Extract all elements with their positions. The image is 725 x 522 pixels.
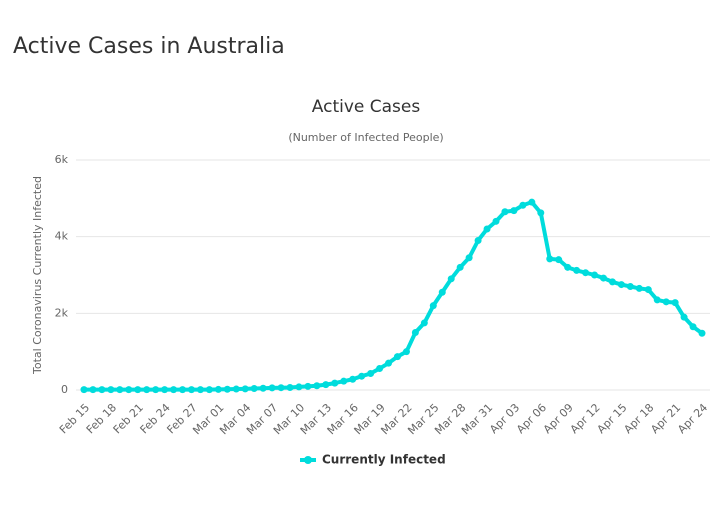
- data-point: [358, 372, 366, 380]
- data-point: [429, 302, 437, 310]
- data-point: [385, 359, 393, 367]
- data-point: [313, 382, 321, 390]
- y-tick-label: 2k: [55, 306, 69, 319]
- data-point: [205, 386, 213, 394]
- data-point: [179, 386, 187, 394]
- data-point: [286, 384, 294, 392]
- data-point: [89, 386, 97, 394]
- data-point: [322, 381, 330, 389]
- y-tick-label: 6k: [55, 153, 69, 166]
- data-point: [662, 298, 670, 306]
- data-point: [510, 207, 518, 215]
- data-point: [170, 386, 178, 394]
- data-point: [528, 198, 536, 206]
- series-line: [84, 200, 704, 392]
- chart-title: Active Cases: [312, 97, 421, 117]
- data-point: [196, 386, 204, 394]
- data-point: [447, 275, 455, 283]
- data-point: [367, 370, 375, 378]
- data-point: [653, 296, 661, 304]
- data-point: [617, 281, 625, 289]
- chart-subtitle: (Number of Infected People): [288, 131, 443, 144]
- page-heading: Active Cases in Australia: [13, 34, 285, 59]
- data-point: [152, 386, 160, 394]
- data-point: [331, 379, 339, 387]
- data-point: [187, 386, 195, 394]
- y-axis-label: Total Coronavirus Currently Infected: [31, 176, 44, 375]
- data-point: [143, 386, 151, 394]
- data-point: [420, 319, 428, 327]
- data-point: [125, 386, 133, 394]
- data-point: [608, 278, 616, 286]
- data-point: [689, 323, 697, 331]
- data-point: [555, 256, 563, 264]
- data-point: [438, 288, 446, 296]
- data-point: [411, 329, 419, 336]
- data-point: [599, 274, 607, 282]
- data-point: [214, 385, 222, 393]
- data-point: [376, 365, 384, 373]
- data-point: [268, 384, 276, 392]
- data-point: [98, 386, 106, 394]
- data-point: [582, 269, 590, 277]
- data-point: [591, 271, 599, 279]
- data-point: [161, 386, 169, 394]
- data-point: [483, 225, 491, 233]
- data-point: [241, 385, 249, 393]
- data-point: [537, 209, 545, 217]
- y-tick-label: 0: [61, 383, 68, 396]
- data-point: [277, 384, 285, 392]
- data-point: [519, 201, 527, 209]
- data-point: [223, 385, 231, 393]
- data-point: [456, 263, 464, 271]
- data-point: [134, 386, 142, 394]
- legend-label: Currently Infected: [322, 453, 446, 467]
- data-point: [698, 329, 706, 337]
- data-point: [402, 348, 410, 356]
- data-point: [564, 263, 572, 271]
- data-point: [635, 284, 643, 292]
- data-point: [393, 353, 401, 361]
- data-point: [501, 208, 509, 216]
- data-point: [349, 375, 357, 383]
- data-point: [492, 217, 500, 225]
- data-point: [232, 385, 240, 393]
- data-point: [80, 386, 88, 394]
- data-point: [295, 383, 303, 391]
- data-point: [644, 286, 652, 294]
- data-point: [250, 384, 258, 392]
- data-point: [546, 255, 554, 263]
- data-point: [259, 384, 267, 392]
- data-point: [671, 299, 679, 307]
- legend-marker: [304, 456, 312, 464]
- data-point: [304, 382, 312, 390]
- data-point: [573, 266, 581, 274]
- data-point: [340, 377, 348, 385]
- data-point: [116, 386, 124, 394]
- data-point: [680, 313, 688, 321]
- data-point: [626, 283, 634, 290]
- data-point: [474, 237, 482, 244]
- x-tick-label: Apr 24: [675, 401, 710, 436]
- y-tick-label: 4k: [55, 230, 69, 243]
- data-point: [107, 386, 115, 394]
- data-point: [465, 254, 473, 262]
